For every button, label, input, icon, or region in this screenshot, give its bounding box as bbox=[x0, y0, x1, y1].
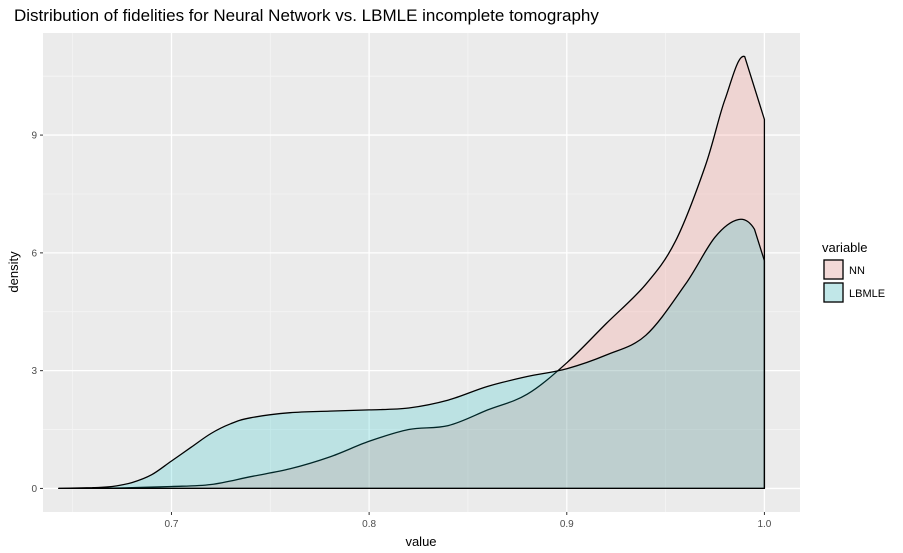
legend: variable NN LBMLE bbox=[822, 240, 885, 303]
chart-title: Distribution of fidelities for Neural Ne… bbox=[14, 6, 599, 25]
plot-panel bbox=[43, 33, 800, 512]
x-tick-labels: 0.7 0.8 0.9 1.0 bbox=[165, 519, 772, 530]
legend-key-bg bbox=[823, 282, 844, 303]
y-tick-label: 6 bbox=[31, 248, 37, 259]
legend-key-bg bbox=[823, 259, 844, 280]
y-axis-title: density bbox=[6, 251, 21, 293]
x-tick-label: 0.8 bbox=[362, 519, 376, 530]
legend-item-lbmle: LBMLE bbox=[823, 282, 885, 303]
major-gridlines bbox=[43, 33, 800, 512]
y-tick-label: 0 bbox=[31, 484, 37, 495]
minor-gridlines bbox=[43, 33, 800, 512]
density-area-nn bbox=[58, 55, 766, 490]
legend-swatch bbox=[823, 282, 844, 303]
x-axis-title: value bbox=[405, 534, 436, 549]
legend-item-nn: NN bbox=[823, 259, 865, 280]
legend-label: NN bbox=[849, 265, 865, 277]
density-areas bbox=[58, 55, 766, 490]
x-tick-label: 0.7 bbox=[165, 519, 179, 530]
density-area-lbmle bbox=[58, 218, 766, 490]
y-tick-label: 9 bbox=[31, 131, 37, 142]
x-tick-label: 1.0 bbox=[757, 519, 771, 530]
y-tick-labels: 0 3 6 9 bbox=[31, 131, 37, 495]
axis-ticks bbox=[40, 134, 765, 515]
x-tick-label: 0.9 bbox=[560, 519, 574, 530]
legend-swatch bbox=[823, 259, 844, 280]
legend-label: LBMLE bbox=[849, 288, 885, 300]
legend-title: variable bbox=[822, 240, 868, 255]
y-tick-label: 3 bbox=[31, 366, 37, 377]
